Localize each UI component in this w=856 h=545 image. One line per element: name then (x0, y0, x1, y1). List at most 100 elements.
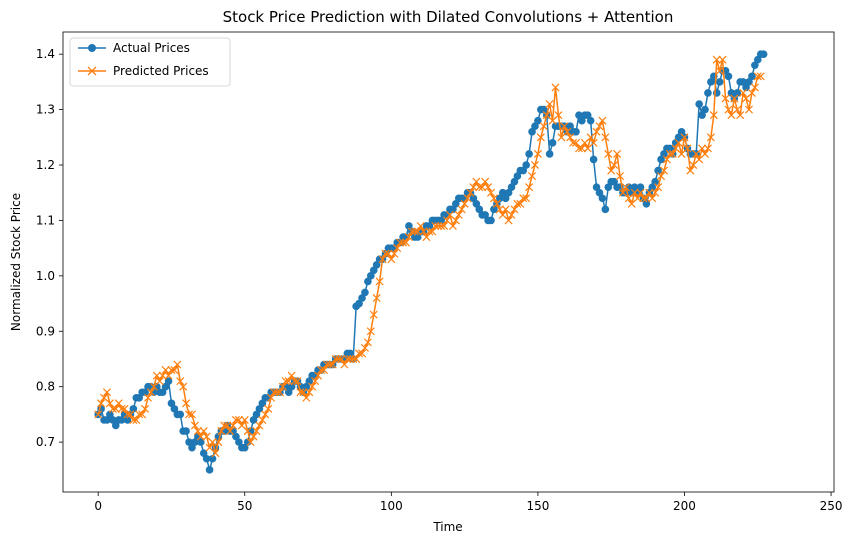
data-point (747, 88, 756, 97)
data-point (155, 377, 164, 386)
legend-label-actual: Actual Prices (113, 41, 190, 55)
data-point (706, 133, 715, 142)
data-point (657, 172, 666, 181)
data-point (753, 72, 762, 81)
data-point (460, 199, 469, 208)
data-point (290, 377, 299, 386)
legend-marker-actual (88, 44, 96, 52)
data-point (712, 55, 721, 64)
data-point (642, 194, 651, 203)
data-point (733, 89, 742, 97)
data-point (733, 105, 742, 114)
x-axis-label: Time (432, 520, 462, 534)
data-point (199, 427, 208, 436)
data-point (695, 100, 703, 108)
data-point (607, 166, 616, 175)
y-tick-label: 1.3 (36, 103, 55, 117)
data-point (164, 377, 173, 385)
data-point (519, 194, 528, 203)
data-point (448, 221, 457, 231)
data-point (522, 194, 531, 203)
data-point (246, 438, 255, 447)
data-point (211, 449, 220, 458)
data-point (226, 427, 235, 436)
data-point (158, 371, 167, 380)
data-point (736, 111, 745, 120)
data-point (401, 238, 411, 247)
data-point (143, 393, 153, 402)
x-tick-label: 200 (673, 499, 696, 513)
data-point (369, 310, 378, 319)
data-point (595, 122, 604, 131)
data-point (258, 415, 267, 424)
data-point (712, 89, 721, 97)
x-tick-label: 0 (94, 499, 102, 513)
data-point (551, 83, 560, 92)
data-point (193, 427, 202, 436)
data-point (724, 105, 733, 114)
data-point (654, 183, 663, 192)
data-point (721, 94, 730, 103)
data-point (701, 105, 709, 114)
x-tick-label: 100 (380, 499, 403, 513)
data-point (545, 150, 554, 158)
series-actual-prices (94, 50, 768, 474)
data-point (536, 133, 545, 142)
legend: Actual Prices Predicted Prices (69, 37, 231, 87)
legend-box (69, 37, 231, 87)
y-axis-label: Normalized Stock Price (9, 193, 23, 331)
y-tick-label: 1.1 (36, 213, 55, 227)
data-point (387, 255, 396, 264)
data-point (308, 382, 317, 391)
plot-frame (62, 31, 835, 493)
data-point (202, 454, 211, 463)
data-point (686, 166, 695, 175)
y-tick-label: 1.4 (36, 47, 55, 61)
data-point (759, 50, 768, 58)
data-point (598, 194, 607, 203)
data-point (196, 432, 205, 441)
data-point (528, 172, 537, 181)
data-point (730, 94, 739, 103)
data-point (413, 227, 422, 236)
data-point (636, 183, 645, 191)
data-point (504, 216, 513, 225)
data-point (522, 161, 530, 169)
data-point (146, 388, 155, 397)
data-point (756, 72, 765, 81)
data-point (548, 139, 557, 147)
y-axis-ticks: 0.7 0.8 0.9 1.0 1.1 1.2 1.3 1.4 (36, 47, 63, 449)
data-point (440, 221, 449, 231)
data-point (630, 188, 639, 197)
data-point (604, 149, 613, 158)
data-point (275, 388, 284, 397)
data-point (668, 149, 677, 158)
data-point (196, 438, 205, 446)
data-point (577, 144, 586, 153)
data-point (534, 116, 542, 125)
data-point (463, 194, 472, 203)
data-point (208, 454, 217, 463)
data-point (466, 188, 475, 197)
data-point (261, 410, 270, 419)
data-point (372, 293, 381, 303)
data-point (152, 371, 161, 380)
data-point (396, 238, 405, 247)
data-point (715, 66, 724, 75)
x-tick-label: 250 (820, 499, 843, 513)
data-point (715, 78, 724, 86)
data-point (545, 100, 554, 109)
data-point (182, 399, 191, 408)
x-axis-ticks: 0 50 100 150 200 250 (94, 492, 843, 513)
data-point (187, 410, 197, 419)
series-line (97, 58, 761, 454)
data-point (507, 210, 516, 219)
data-point (598, 116, 607, 125)
data-point (563, 127, 572, 136)
data-point (360, 343, 369, 352)
data-point (680, 133, 689, 142)
data-point (284, 377, 293, 386)
data-point (489, 194, 498, 203)
data-point (572, 127, 580, 136)
data-point (407, 227, 416, 236)
